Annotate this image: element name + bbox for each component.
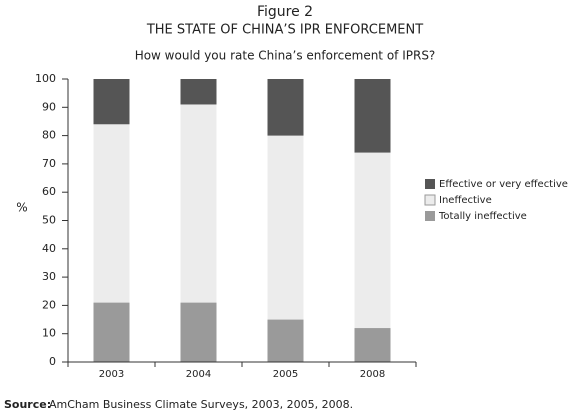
y-tick-label: 90 (42, 100, 56, 113)
y-tick-label: 70 (42, 157, 56, 170)
y-tick-label: 30 (42, 270, 56, 283)
chart-subtitle: How would you rate China’s enforcement o… (135, 49, 436, 63)
y-tick-label: 40 (42, 242, 56, 255)
legend-swatch (424, 194, 436, 206)
y-tick-label: 50 (42, 214, 56, 227)
x-tick-label: 2005 (273, 369, 298, 380)
source-label: Source: (4, 398, 51, 411)
legend-label: Totally ineffective (438, 211, 527, 222)
x-tick-label: 2004 (186, 369, 211, 380)
bar-segment (354, 328, 391, 362)
bar-segment (180, 302, 217, 362)
legend-swatch (425, 211, 435, 221)
bar-segment (93, 302, 130, 362)
y-axis-label: % (16, 201, 27, 215)
x-tick-label: 2003 (99, 369, 124, 380)
bar-segment (93, 124, 130, 303)
bar-segment (354, 152, 391, 329)
y-tick-label: 20 (42, 298, 56, 311)
chart-title: THE STATE OF CHINA’S IPR ENFORCEMENT (146, 23, 423, 38)
legend-swatch (425, 179, 435, 189)
y-tick-label: 80 (42, 129, 56, 142)
x-tick-label: 2008 (360, 369, 385, 380)
bar-segment (354, 79, 391, 153)
bar-segment (267, 135, 304, 320)
legend-label: Effective or very effective (439, 179, 568, 190)
bar-segment (180, 79, 217, 105)
bar-segment (93, 79, 130, 125)
source-text: AmCham Business Climate Surveys, 2003, 2… (49, 398, 353, 411)
bar-segment (180, 104, 217, 303)
y-tick-label: 0 (49, 355, 56, 368)
legend-label: Ineffective (439, 195, 492, 206)
figure-label: Figure 2 (257, 4, 313, 20)
y-tick-label: 100 (35, 72, 56, 85)
y-tick-label: 10 (42, 327, 56, 340)
y-tick-label: 60 (42, 185, 56, 198)
bar-segment (267, 319, 304, 362)
bar-segment (267, 79, 304, 136)
